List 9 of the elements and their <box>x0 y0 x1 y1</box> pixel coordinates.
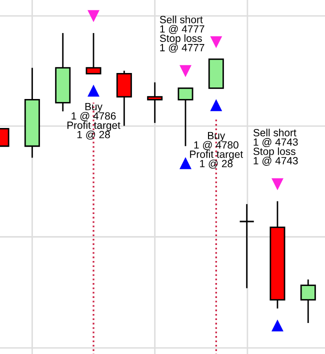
candlestick <box>178 87 194 147</box>
candlestick <box>239 203 255 289</box>
candlestick <box>147 82 163 124</box>
candlestick <box>86 32 102 74</box>
candlestick <box>300 278 316 324</box>
annotation: Buy 1 @ 4780 Profit target 1 @ 28 <box>190 132 243 169</box>
annotation: Buy 1 @ 4786 Profit target 1 @ 28 <box>67 103 120 140</box>
annotation: Sell short 1 @ 4743 Stop loss 1 @ 4743 <box>253 128 298 166</box>
annotation: Sell short 1 @ 4777 Stop loss 1 @ 4777 <box>160 16 204 53</box>
